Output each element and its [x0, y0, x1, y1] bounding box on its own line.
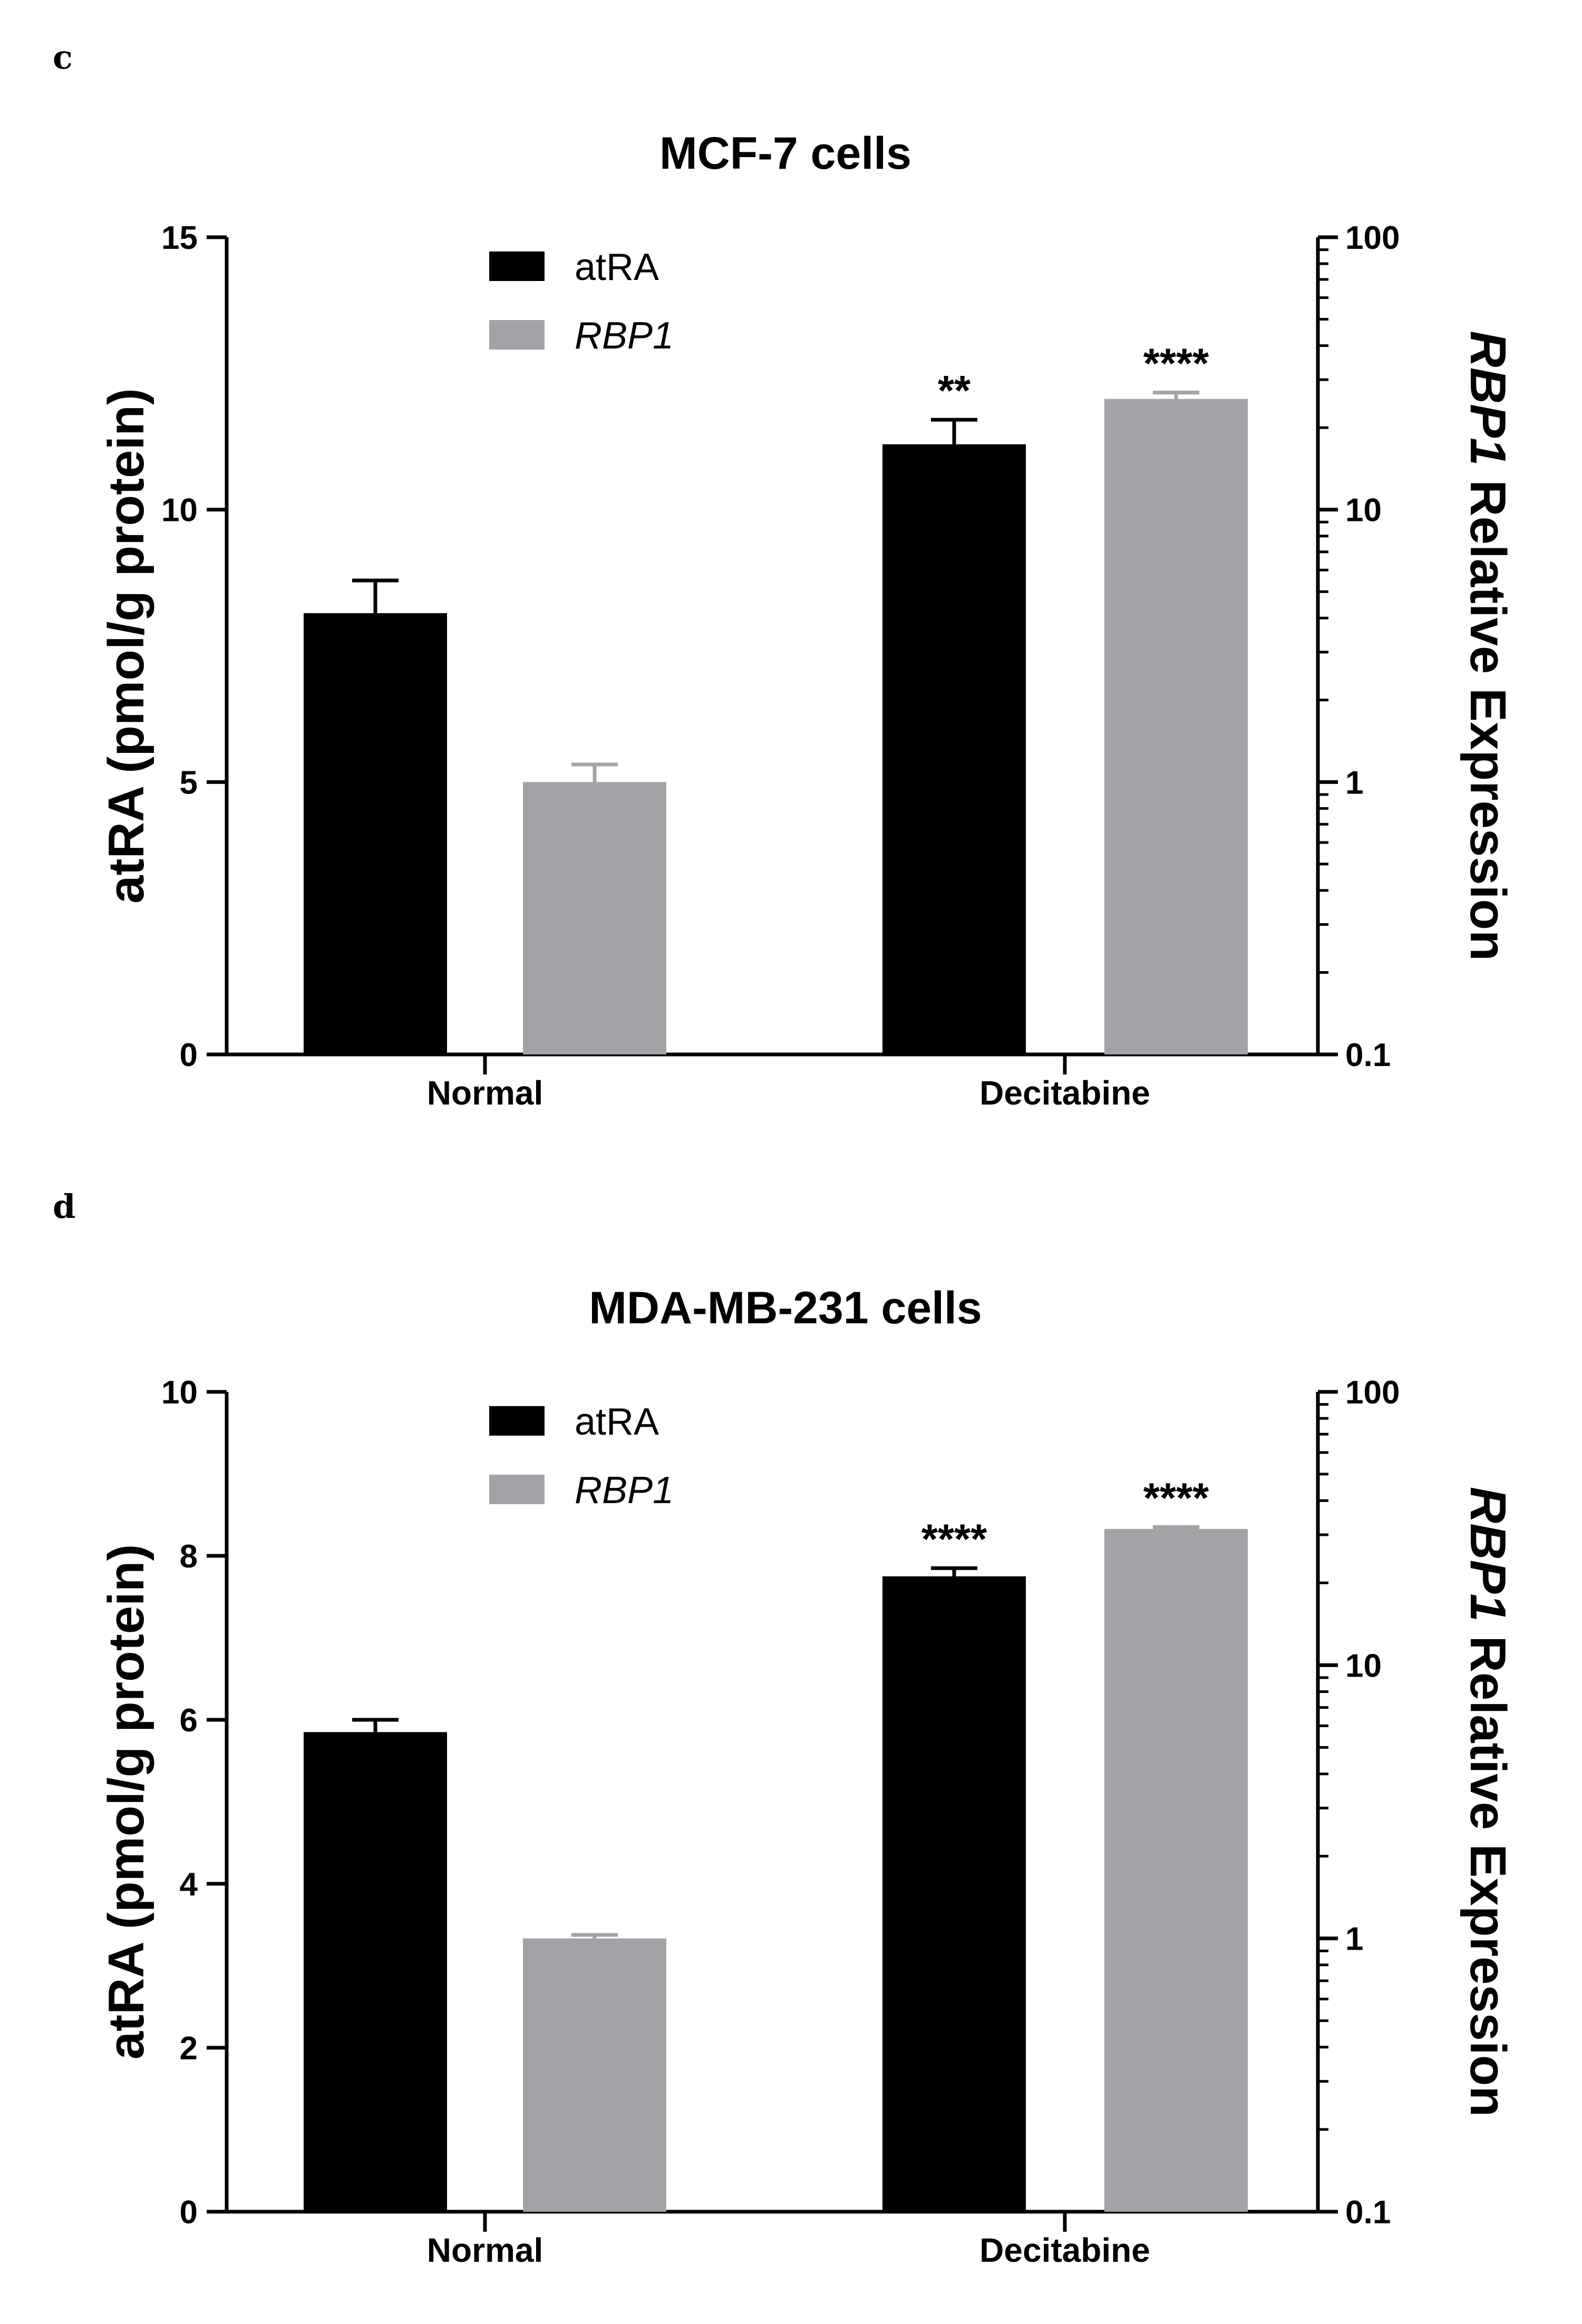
- bar-atra-normal: [304, 1732, 447, 2212]
- right-y-axis-title-italic: RBP1: [1460, 1487, 1516, 1622]
- left-y-tick-label: 15: [161, 220, 198, 256]
- left-y-tick-label: 5: [180, 764, 198, 801]
- bar-rbp1-decitabine: [1104, 1529, 1248, 2212]
- right-y-tick-label: 0.1: [1345, 2194, 1391, 2231]
- right-y-tick-label: 100: [1345, 1374, 1400, 1411]
- right-y-axis-title-rest: Relative Expression: [1460, 1622, 1516, 2117]
- left-y-tick-label: 8: [180, 1538, 198, 1575]
- legend-label-atra: atRA: [575, 246, 659, 288]
- bar-atra-normal: [304, 613, 447, 1054]
- legend-swatch: [489, 320, 545, 350]
- bar-rbp1-normal: [523, 782, 666, 1054]
- left-y-tick-label: 0: [180, 2194, 198, 2231]
- bar-atra-decitabine: [882, 1576, 1026, 2212]
- bar-rbp1-normal: [523, 1938, 666, 2212]
- legend-swatch: [489, 1475, 545, 1504]
- right-y-tick-label: 10: [1345, 492, 1382, 529]
- x-category-label: Decitabine: [979, 2231, 1150, 2269]
- left-y-tick-label: 2: [180, 2030, 198, 2067]
- left-y-axis-title: atRA (pmol/g protein): [98, 1544, 154, 2060]
- right-y-tick-label: 1: [1345, 1921, 1363, 1958]
- x-category-label: Decitabine: [979, 1074, 1150, 1112]
- panel-letter: c: [53, 38, 73, 76]
- legend-label-atra: atRA: [575, 1401, 659, 1443]
- bar-atra-decitabine: [882, 444, 1026, 1054]
- significance-marker: ****: [1143, 1474, 1209, 1521]
- legend-swatch: [489, 251, 545, 281]
- significance-marker: **: [938, 367, 971, 414]
- right-y-axis-title-italic: RBP1: [1460, 331, 1516, 466]
- right-y-axis-title: RBP1 Relative Expression: [1460, 1487, 1516, 2117]
- chart-title: MDA-MB-231 cells: [589, 1283, 982, 1333]
- panel-letter: d: [53, 1187, 75, 1226]
- left-y-tick-label: 10: [161, 1374, 198, 1411]
- chart-title: MCF-7 cells: [659, 128, 911, 179]
- x-category-label: Normal: [427, 2231, 543, 2269]
- right-y-tick-label: 1: [1345, 764, 1363, 801]
- legend-swatch: [489, 1406, 545, 1436]
- chart-panel-d: d MDA-MB-231 cells 0 2 4 6 8 10 atRA (pmol/g pro…: [53, 1187, 1516, 2269]
- legend-label-rbp1: RBP1: [575, 1469, 674, 1512]
- x-category-label: Normal: [427, 1074, 543, 1112]
- left-y-tick-label: 10: [161, 492, 198, 529]
- bar-rbp1-decitabine: [1104, 399, 1248, 1055]
- right-y-tick-label: 100: [1345, 220, 1400, 256]
- right-y-tick-label: 10: [1345, 1648, 1382, 1684]
- left-y-tick-label: 0: [180, 1037, 198, 1073]
- significance-marker: ****: [921, 1515, 987, 1562]
- right-y-tick-label: 0.1: [1345, 1037, 1391, 1073]
- left-y-tick-label: 6: [180, 1702, 198, 1739]
- left-y-tick-label: 4: [180, 1866, 198, 1903]
- chart-panel-c: c MCF-7 cells 0 5 10 15 atRA (pmol/g protein) 0…: [53, 38, 1516, 1112]
- left-y-axis-title: atRA (pmol/g protein): [98, 388, 154, 904]
- right-y-axis-title-rest: Relative Expression: [1460, 466, 1516, 961]
- right-y-axis-title: RBP1 Relative Expression: [1460, 331, 1516, 961]
- significance-marker: ****: [1143, 340, 1209, 387]
- legend-label-rbp1: RBP1: [575, 315, 674, 357]
